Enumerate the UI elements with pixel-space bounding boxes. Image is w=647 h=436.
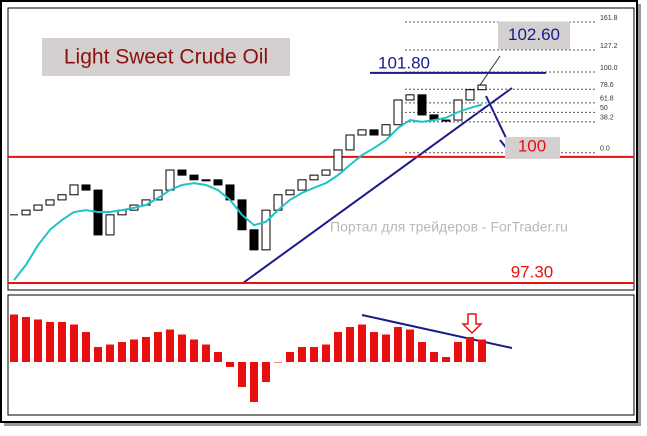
signal-arrow xyxy=(461,313,483,335)
oscillator-bar xyxy=(358,324,366,362)
fib-label: 78.6 xyxy=(600,82,614,89)
candle xyxy=(369,129,379,136)
price-panel xyxy=(7,7,635,291)
oscillator-bar xyxy=(430,352,438,362)
label-box xyxy=(498,21,570,50)
oscillator-bar xyxy=(250,362,258,402)
oscillator-bar xyxy=(262,362,270,382)
oscillator-bar xyxy=(178,334,186,362)
oscillator-bar xyxy=(70,324,78,362)
candle xyxy=(33,204,43,211)
candle xyxy=(465,89,475,101)
oscillator-bar xyxy=(286,352,294,362)
oscillator-bar xyxy=(370,332,378,362)
candle xyxy=(309,174,319,181)
oscillator-bar xyxy=(202,344,210,362)
oscillator-bar xyxy=(226,362,234,367)
candle xyxy=(165,169,175,191)
candle xyxy=(21,209,31,216)
candle xyxy=(189,174,199,181)
support-label: 97.30 xyxy=(511,262,554,281)
candle xyxy=(405,94,415,101)
oscillator-panel xyxy=(7,294,635,416)
target-label: 102.60 xyxy=(508,25,560,44)
candle xyxy=(453,99,463,121)
title-box xyxy=(42,38,290,76)
candle xyxy=(477,84,487,91)
candle xyxy=(249,229,259,251)
oscillator-bar xyxy=(46,322,54,362)
oscillator-bar xyxy=(190,339,198,362)
oscillator-bar xyxy=(106,344,114,362)
chart-title: Light Sweet Crude Oil xyxy=(64,46,268,69)
candle xyxy=(357,129,367,136)
fib-label: 0.0 xyxy=(600,146,610,153)
oscillator-bar xyxy=(466,337,474,362)
candle xyxy=(57,194,67,201)
oscillator-bar xyxy=(478,339,486,362)
candle xyxy=(69,184,79,196)
candle xyxy=(381,124,391,136)
candle xyxy=(345,134,355,151)
oscillator-bar xyxy=(58,322,66,362)
candle xyxy=(177,169,187,176)
oscillator-bar xyxy=(34,319,42,362)
fib-label: 161.8 xyxy=(600,15,618,22)
candle xyxy=(45,199,55,206)
fib-label: 127.2 xyxy=(600,43,618,50)
candle xyxy=(333,149,343,171)
candle xyxy=(261,209,271,251)
oscillator-bar xyxy=(346,327,354,362)
oscillator-bar xyxy=(130,339,138,362)
oscillator-bar xyxy=(418,342,426,362)
oscillator-bar xyxy=(22,317,30,362)
moving-average xyxy=(13,103,483,281)
fib-label: 100.0 xyxy=(600,65,618,72)
oscillator-bar xyxy=(142,337,150,362)
candle xyxy=(201,179,211,182)
oscillator-bar xyxy=(310,347,318,362)
candle xyxy=(81,184,91,191)
candle xyxy=(393,99,403,126)
candle xyxy=(321,169,331,176)
oscillator-bar xyxy=(454,342,462,362)
oscillator-bar xyxy=(10,314,18,362)
candle xyxy=(285,189,295,196)
oscillator-trend-line xyxy=(361,314,513,349)
candle xyxy=(105,214,115,236)
oscillator-bar xyxy=(82,332,90,362)
trend-line xyxy=(242,87,513,284)
oscillator-bar xyxy=(382,334,390,362)
oscillator-bar xyxy=(334,332,342,362)
oscillator-bar xyxy=(166,329,174,362)
oscillator-bar xyxy=(238,362,246,387)
oscillator-bar xyxy=(322,344,330,362)
oscillator-bar xyxy=(442,357,450,362)
label-box xyxy=(505,136,560,159)
candle xyxy=(417,94,427,116)
oscillator-bar xyxy=(118,342,126,362)
oscillator-bar xyxy=(214,352,222,362)
fib-label: 50 xyxy=(600,105,608,112)
oscillator-bar xyxy=(298,347,306,362)
oscillator-bar xyxy=(274,362,282,363)
resistance-label: 101.80 xyxy=(378,53,430,72)
candle xyxy=(213,179,223,186)
candle xyxy=(297,179,307,191)
fib-label: 38.2 xyxy=(600,115,614,122)
oscillator-bar xyxy=(94,347,102,362)
watermark: Портал для трейдеров - ForTrader.ru xyxy=(330,219,568,235)
oscillator-bar xyxy=(406,329,414,362)
fib-label: 61.8 xyxy=(600,96,614,103)
oscillator-bar xyxy=(154,332,162,362)
candle xyxy=(441,119,451,122)
support-label: 100 xyxy=(518,136,546,155)
oscillator-bar xyxy=(394,327,402,362)
